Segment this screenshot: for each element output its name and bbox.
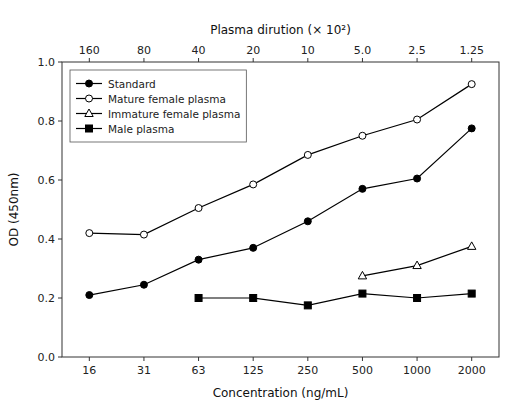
- plot-frame: [62, 62, 499, 357]
- x2-axis-label: Plasma dirution (× 10²): [210, 23, 351, 37]
- x-tick: [362, 357, 363, 361]
- x2-tick: [143, 58, 144, 62]
- x2-tick-label: 5.0: [354, 44, 372, 57]
- legend-marker: [86, 95, 93, 102]
- chart: 0.0 0.2 0.4 0.6 0.8 1.0 16 31 63 125 250 500 1000 200…: [0, 0, 517, 409]
- x-tick: [143, 357, 144, 361]
- y-tick-label: 0.2: [38, 292, 56, 305]
- y-tick: [58, 357, 62, 358]
- point: [467, 242, 475, 250]
- x-tick-label: 125: [243, 364, 264, 377]
- x2-tick-label: 80: [137, 44, 151, 57]
- point: [414, 295, 421, 302]
- legend-label: Standard: [108, 78, 156, 90]
- plot-area: [86, 81, 476, 309]
- point: [304, 218, 311, 225]
- point: [250, 244, 257, 251]
- legend: Standard Mature female plasma Immature fem…: [70, 70, 246, 142]
- x-tick: [471, 357, 472, 361]
- y-tick-label: 1.0: [38, 56, 56, 69]
- x-tick: [253, 357, 254, 361]
- x-tick-label: 250: [297, 364, 318, 377]
- point: [359, 185, 366, 192]
- point: [195, 256, 202, 263]
- point: [358, 271, 366, 279]
- y-tick: [58, 239, 62, 240]
- point: [195, 205, 202, 212]
- x2-tick-label: 160: [79, 44, 100, 57]
- point: [468, 125, 475, 132]
- legend-marker: [86, 80, 93, 87]
- legend-marker: [85, 109, 93, 117]
- legend-box: [70, 70, 246, 142]
- point: [140, 281, 147, 288]
- point: [413, 261, 421, 269]
- x-tick: [417, 357, 418, 361]
- y-tick-label: 0.8: [38, 115, 56, 128]
- series-line: [89, 84, 471, 234]
- y-tick: [58, 62, 62, 63]
- point: [250, 181, 257, 188]
- x-tick: [307, 357, 308, 361]
- x2-tick: [89, 58, 90, 62]
- x-tick-label: 63: [192, 364, 206, 377]
- x2-tick: [253, 58, 254, 62]
- x2-tick: [307, 58, 308, 62]
- point: [304, 302, 311, 309]
- x2-tick-label: 10: [301, 44, 315, 57]
- x-tick-label: 500: [352, 364, 373, 377]
- point: [414, 175, 421, 182]
- x2-tick-label: 2.5: [408, 44, 426, 57]
- legend-label: Mature female plasma: [108, 93, 226, 105]
- point: [195, 295, 202, 302]
- point: [86, 292, 93, 299]
- x-tick-label: 2000: [458, 364, 486, 377]
- y-tick: [58, 180, 62, 181]
- x2-tick-label: 20: [246, 44, 260, 57]
- y-tick: [58, 121, 62, 122]
- x-tick-label: 1000: [403, 364, 431, 377]
- series-line: [199, 294, 472, 306]
- y-tick: [58, 298, 62, 299]
- point: [359, 290, 366, 297]
- legend-label: Male plasma: [108, 123, 174, 135]
- series-line: [362, 246, 471, 276]
- legend-marker: [86, 125, 93, 132]
- x-tick: [89, 357, 90, 361]
- x-tick: [198, 357, 199, 361]
- series-line: [89, 128, 471, 295]
- point: [250, 295, 257, 302]
- point: [86, 230, 93, 237]
- y-tick-label: 0.4: [38, 233, 56, 246]
- x2-tick: [198, 58, 199, 62]
- x2-tick-label: 40: [192, 44, 206, 57]
- y-axis-label: OD (450nm): [7, 172, 21, 246]
- x-axis-label: Concentration (ng/mL): [213, 386, 349, 400]
- x2-tick: [417, 58, 418, 62]
- legend-label: Immature female plasma: [108, 108, 240, 120]
- point: [140, 231, 147, 238]
- point: [468, 81, 475, 88]
- x-tick-label: 31: [137, 364, 151, 377]
- point: [414, 116, 421, 123]
- point: [468, 290, 475, 297]
- point: [359, 132, 366, 139]
- x2-tick-label: 1.25: [459, 44, 484, 57]
- y-tick-label: 0.6: [38, 174, 56, 187]
- x2-tick: [471, 58, 472, 62]
- x2-tick: [362, 58, 363, 62]
- x-tick-label: 16: [82, 364, 96, 377]
- point: [304, 151, 311, 158]
- y-tick-label: 0.0: [38, 351, 56, 364]
